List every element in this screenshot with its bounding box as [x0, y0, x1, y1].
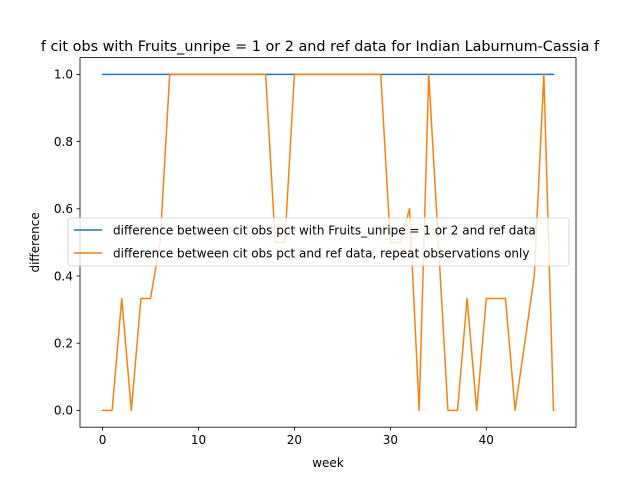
x-axis-label: week	[312, 456, 344, 470]
y-axis-label: difference	[28, 212, 42, 272]
y-tick-label: 0.8	[54, 135, 73, 149]
x-tick-label: 20	[287, 433, 302, 447]
legend-label-series-2: difference between cit obs pct and ref d…	[113, 247, 529, 261]
series-line-2	[101, 73, 555, 412]
y-tick-label: 0.6	[54, 202, 73, 216]
y-tick-label: 0.0	[54, 404, 73, 418]
x-tick-label: 30	[383, 433, 398, 447]
y-tick-label: 0.4	[54, 269, 73, 283]
legend-box	[67, 217, 570, 267]
x-tick-label: 40	[479, 433, 494, 447]
legend: difference between cit obs pct with Frui…	[67, 217, 570, 267]
y-tick-label: 0.2	[54, 337, 73, 351]
x-tick-label: 10	[191, 433, 206, 447]
x-tick-label: 0	[99, 433, 107, 447]
y-tick-label: 1.0	[54, 68, 73, 82]
legend-label-series-1: difference between cit obs pct with Frui…	[113, 224, 536, 238]
chart-title: f cit obs with Fruits_unripe = 1 or 2 an…	[41, 39, 600, 55]
